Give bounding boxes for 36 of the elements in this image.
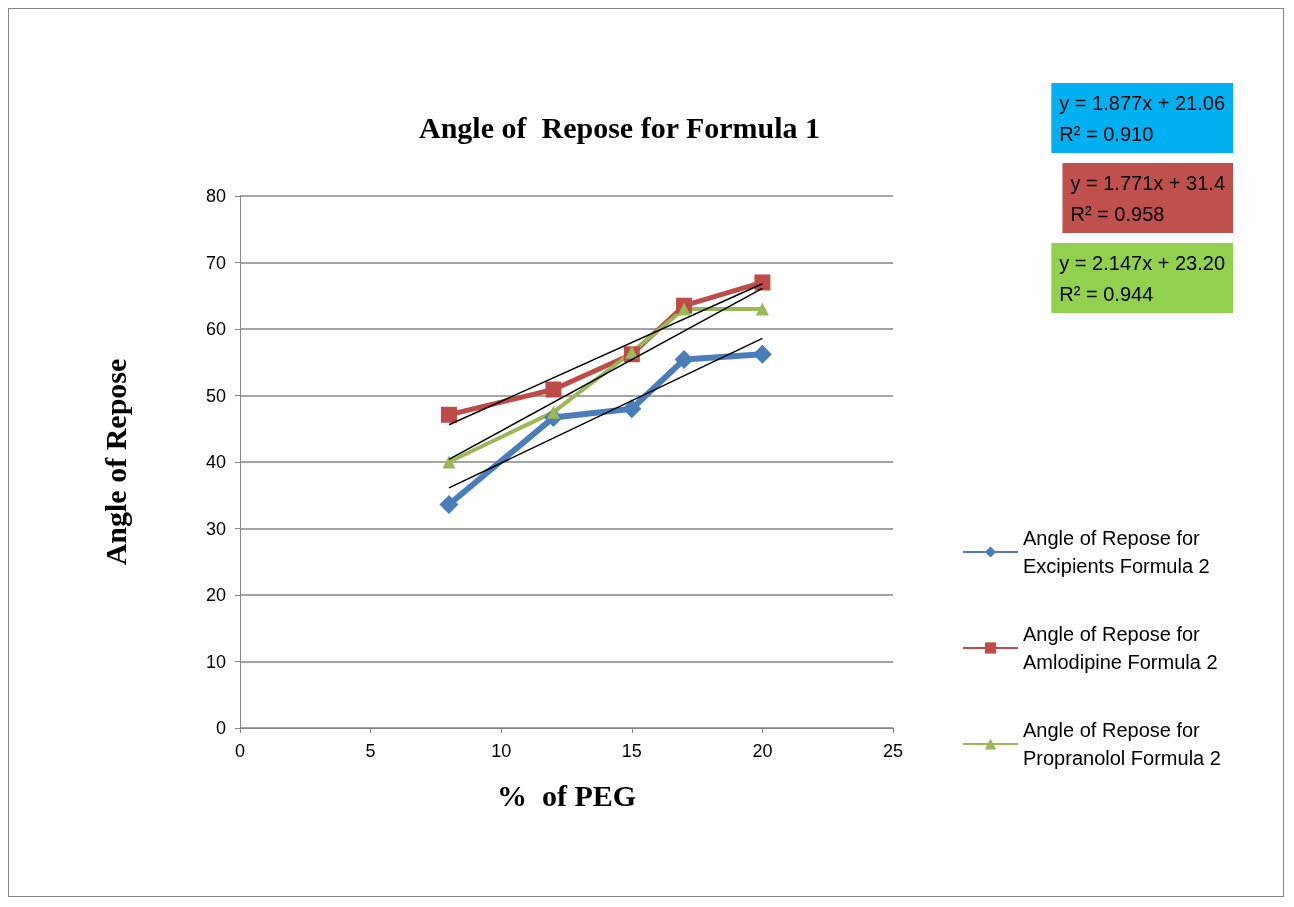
y-axis-title: Angle of Repose (98, 358, 132, 566)
point (752, 344, 772, 364)
y-tick-label: 20 (205, 585, 226, 605)
point (677, 302, 691, 316)
text: y = 2.147x + 23.20 R² = 0.944 (1059, 251, 1225, 305)
point (545, 381, 562, 398)
x-axis-title: % of PEG (496, 778, 637, 812)
y-tick-label: 70 (205, 252, 226, 273)
x-tick-label: 0 (234, 741, 246, 761)
legend-label: Angle of Repose for Excipients Formula 2 (1023, 527, 1210, 577)
text: y = 1.771x + 31.4 R² = 0.958 (1070, 171, 1225, 225)
chart-title: Angle of Repose for Formula 1 (419, 110, 821, 144)
point (625, 345, 639, 359)
point (439, 495, 459, 515)
point (442, 455, 456, 469)
point (622, 399, 642, 419)
y-tick-label: 0 (215, 718, 226, 738)
x-tick-label: 15 (621, 741, 642, 761)
x-tick-label: 20 (752, 741, 773, 761)
y-tick-label: 10 (205, 651, 226, 672)
x-tick-label: 25 (882, 741, 904, 761)
y-tick-label: 50 (205, 385, 226, 406)
text: y = 1.877x + 21.06 R² = 0.910 (1059, 91, 1225, 145)
y-tick-label: 60 (205, 319, 226, 339)
y-tick-label: 80 (205, 186, 226, 206)
point (754, 274, 771, 291)
point (755, 302, 769, 316)
x-tick-label: 5 (365, 741, 376, 761)
point (440, 406, 457, 423)
point (674, 350, 694, 370)
point (546, 405, 560, 419)
y-tick-label: 30 (205, 518, 226, 539)
legend-label: Angle of Repose for Propranolol Formula 2 (1023, 719, 1221, 769)
legend-label: Angle of Repose for Amlodipine Formula 2 (1023, 623, 1218, 673)
x-tick-label: 10 (491, 741, 512, 761)
y-tick-label: 40 (205, 452, 226, 472)
